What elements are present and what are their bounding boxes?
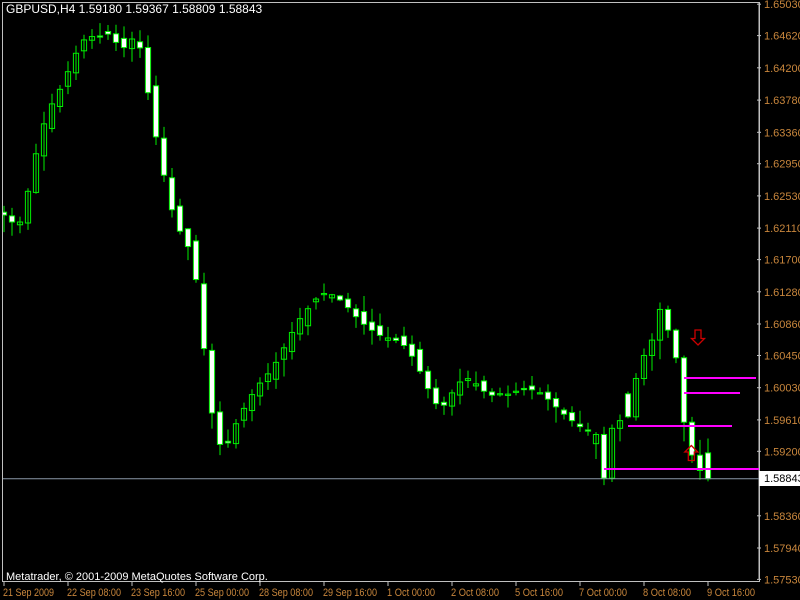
svg-text:8 Oct 08:00: 8 Oct 08:00	[643, 587, 691, 599]
svg-text:1.60030: 1.60030	[764, 383, 800, 395]
svg-text:1.65030: 1.65030	[764, 0, 800, 11]
svg-text:1.60450: 1.60450	[764, 351, 800, 363]
svg-text:1.60860: 1.60860	[764, 319, 800, 331]
svg-text:1 Oct 00:00: 1 Oct 00:00	[387, 587, 435, 599]
svg-text:1.59200: 1.59200	[764, 446, 800, 458]
svg-text:22 Sep 08:00: 22 Sep 08:00	[67, 587, 121, 599]
svg-text:1.64200: 1.64200	[764, 63, 800, 75]
svg-text:2 Oct 08:00: 2 Oct 08:00	[451, 587, 499, 599]
svg-text:9 Oct 16:00: 9 Oct 16:00	[707, 587, 755, 599]
svg-text:1.63360: 1.63360	[764, 127, 800, 139]
svg-text:1.63780: 1.63780	[764, 95, 800, 107]
svg-text:7 Oct 00:00: 7 Oct 00:00	[579, 587, 627, 599]
svg-text:1.57940: 1.57940	[764, 543, 800, 555]
svg-text:1.59610: 1.59610	[764, 415, 800, 427]
svg-text:1.61280: 1.61280	[764, 287, 800, 299]
svg-text:1.61700: 1.61700	[764, 255, 800, 267]
svg-text:5 Oct 16:00: 5 Oct 16:00	[515, 587, 563, 599]
svg-text:GBPUSD,H4 1.59180 1.59367 1.: GBPUSD,H4 1.59180 1.59367 1.58809 1.5884…	[6, 2, 263, 16]
svg-text:1.62110: 1.62110	[764, 223, 800, 235]
svg-text:Metatrader, © 2001-2009 MetaQu: Metatrader, © 2001-2009 MetaQuotes Softw…	[6, 571, 268, 583]
svg-text:1.57530: 1.57530	[764, 574, 800, 586]
svg-text:1.64620: 1.64620	[764, 31, 800, 43]
svg-text:28 Sep 08:00: 28 Sep 08:00	[259, 587, 313, 599]
svg-text:25 Sep 00:00: 25 Sep 00:00	[195, 587, 249, 599]
svg-text:23 Sep 16:00: 23 Sep 16:00	[131, 587, 185, 599]
svg-text:1.62950: 1.62950	[764, 159, 800, 171]
svg-text:1.58360: 1.58360	[764, 511, 800, 523]
svg-text:1.62530: 1.62530	[764, 191, 800, 203]
svg-text:29 Sep 16:00: 29 Sep 16:00	[323, 587, 377, 599]
svg-text:21 Sep 2009: 21 Sep 2009	[3, 587, 54, 599]
svg-text:1.58843: 1.58843	[764, 473, 800, 485]
